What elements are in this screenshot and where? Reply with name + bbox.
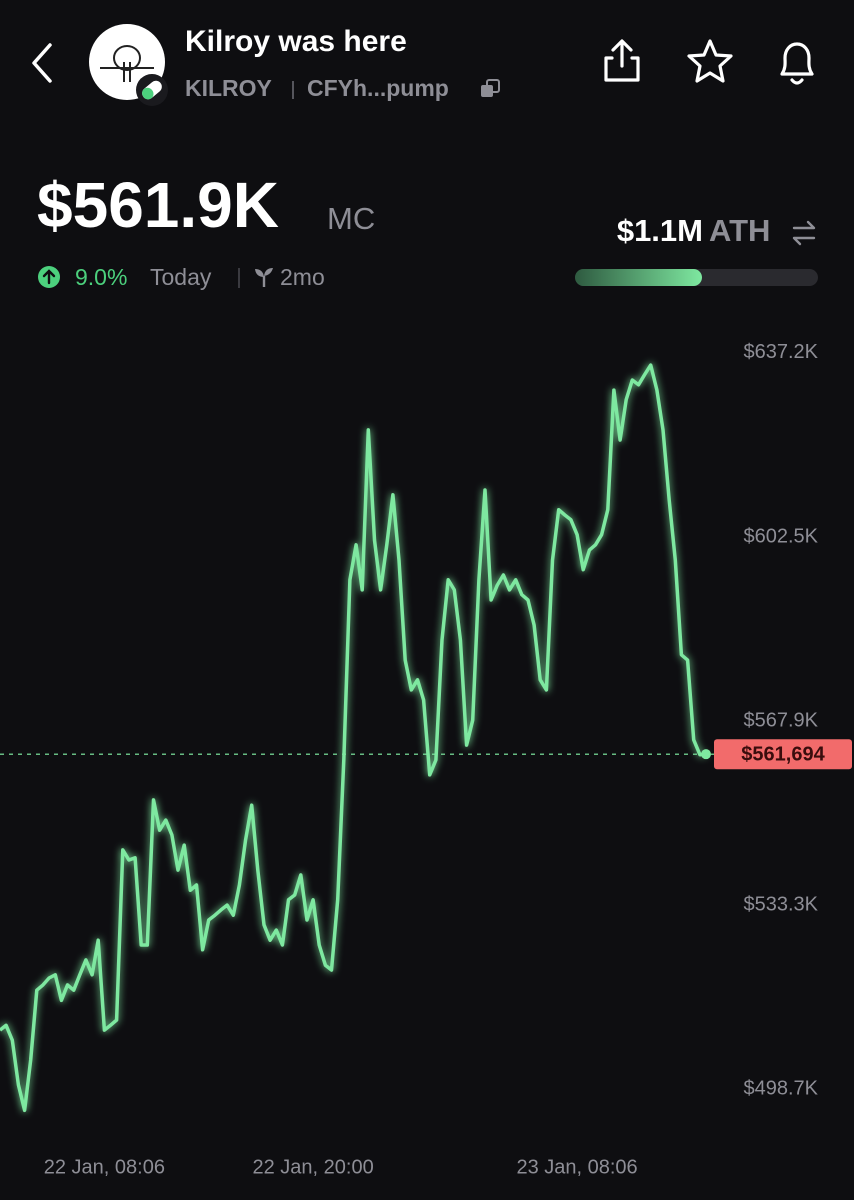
current-price-label: $561,694 bbox=[741, 743, 825, 765]
token-name: Kilroy was here bbox=[185, 25, 407, 58]
price-line bbox=[0, 363, 707, 1113]
market-cap: $561.9K bbox=[37, 169, 279, 241]
ath-progress-fill bbox=[575, 269, 702, 286]
share-button[interactable] bbox=[604, 39, 640, 82]
y-tick-label: $533.3K bbox=[743, 893, 818, 915]
y-tick-label: $637.2K bbox=[743, 341, 818, 363]
favorite-button[interactable] bbox=[687, 39, 733, 83]
ath-label: ATH bbox=[709, 213, 770, 248]
market-cap-label: MC bbox=[327, 201, 375, 236]
change-period: Today bbox=[150, 264, 212, 290]
sprout-icon bbox=[255, 268, 273, 287]
y-tick-label: $602.5K bbox=[743, 526, 818, 548]
ath-value: $1.1M bbox=[617, 213, 703, 248]
current-price-tag bbox=[714, 739, 852, 770]
price-change: 9.0% bbox=[75, 264, 127, 290]
x-tick-label: 23 Jan, 08:06 bbox=[516, 1156, 637, 1178]
y-tick-label: $567.9K bbox=[743, 710, 818, 732]
toggle-icon[interactable] bbox=[792, 220, 816, 246]
x-tick-label: 22 Jan, 20:00 bbox=[252, 1156, 373, 1178]
alert-button[interactable] bbox=[780, 42, 814, 85]
x-tick-label: 22 Jan, 08:06 bbox=[44, 1156, 165, 1178]
y-tick-label: $498.7K bbox=[743, 1077, 818, 1099]
ticker: KILROY bbox=[185, 75, 272, 101]
address[interactable]: CFYh...pump bbox=[307, 75, 449, 101]
avatar[interactable] bbox=[89, 24, 168, 106]
token-age: 2mo bbox=[280, 264, 325, 290]
last-point bbox=[701, 749, 711, 760]
back-button[interactable] bbox=[32, 43, 52, 83]
up-icon bbox=[38, 266, 60, 288]
copy-icon[interactable] bbox=[481, 79, 500, 97]
